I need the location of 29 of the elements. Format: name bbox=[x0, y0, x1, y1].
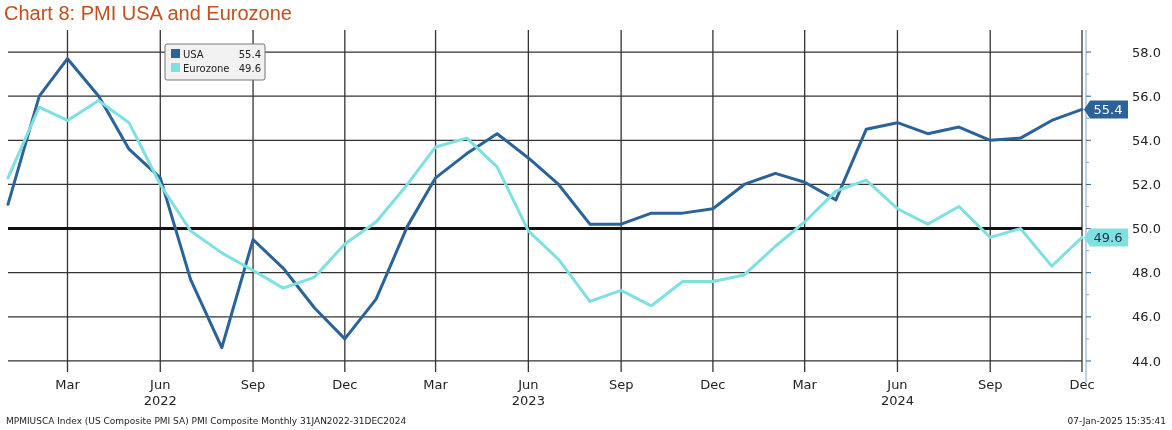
y-tick-label: 52.0 bbox=[1132, 177, 1161, 192]
y-tick-label: 48.0 bbox=[1132, 265, 1161, 281]
y-tick-label: 54.0 bbox=[1132, 132, 1161, 148]
y-tick-label: 58.0 bbox=[1132, 44, 1161, 60]
x-tick-label: Sep bbox=[240, 377, 266, 392]
text: 55.4 bbox=[238, 48, 261, 60]
y-tick-label: 46.0 bbox=[1132, 309, 1161, 325]
x-tick-label: Jun 2022 bbox=[143, 377, 177, 408]
x-tick-label: Mar bbox=[792, 377, 818, 392]
y-tick-label: 44.0 bbox=[1132, 353, 1161, 369]
x-tick-label: Dec bbox=[332, 377, 358, 392]
x-tick-label: Mar bbox=[55, 377, 81, 392]
chart-title: Chart 8: PMI USA and Eurozone bbox=[4, 2, 292, 24]
legend-label: Eurozone bbox=[183, 62, 230, 74]
y-tick-label: 50.0 bbox=[1132, 221, 1161, 237]
x-tick-label: Dec bbox=[700, 377, 726, 392]
y-tick-label: 56.0 bbox=[1132, 88, 1161, 104]
x-tick-label: Dec bbox=[1069, 377, 1095, 392]
legend-label: USA bbox=[183, 48, 204, 60]
x-tick-label: Jun 2024 bbox=[880, 377, 914, 408]
text: MPMIUSCA Index (US Composite PMI SA) PMI Composite Monthly 31JAN2022-31DEC2024 bbox=[6, 416, 407, 426]
x-tick-label: Jun 2023 bbox=[511, 377, 545, 408]
x-tick-label: Sep bbox=[608, 377, 634, 392]
text: 49.6 bbox=[238, 62, 261, 74]
x-tick-label: Mar bbox=[423, 377, 449, 392]
data-label: 49.6 bbox=[1093, 229, 1123, 245]
text: 07-Jan-2025 15:35:41 bbox=[1067, 416, 1166, 426]
data-label: 55.4 bbox=[1093, 101, 1123, 117]
x-tick-label: Sep bbox=[977, 377, 1003, 392]
